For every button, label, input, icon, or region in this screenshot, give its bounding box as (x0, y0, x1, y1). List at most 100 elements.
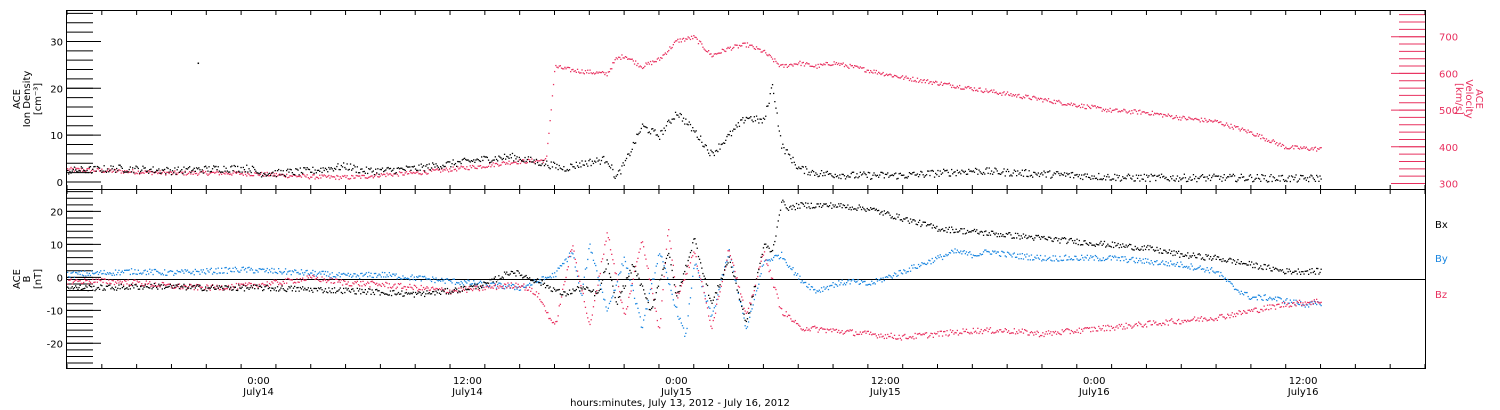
by-point (826, 285, 828, 288)
bz-point (1178, 318, 1180, 321)
velocity-point (390, 174, 393, 176)
by-point (1319, 303, 1321, 306)
bz-point (449, 289, 451, 291)
by-point (709, 307, 711, 309)
bz-point (703, 292, 705, 294)
bz-point (189, 283, 191, 285)
by-point (1094, 254, 1096, 257)
velocity-point (214, 172, 216, 174)
density-point (754, 120, 757, 122)
by-point (929, 260, 931, 262)
density-point (1029, 175, 1031, 177)
velocity-point (1282, 144, 1285, 147)
bz-point (312, 274, 314, 277)
velocity-point (909, 78, 912, 80)
bz-point (1000, 329, 1002, 331)
density-point (1239, 177, 1241, 179)
by-point (838, 280, 840, 282)
bz-point (369, 286, 371, 288)
bz-point (1010, 332, 1012, 334)
density-point (1262, 174, 1264, 177)
density-point (753, 116, 755, 118)
by-point (734, 279, 736, 281)
density-point (1185, 180, 1188, 183)
density-point (773, 92, 775, 95)
bz-point (606, 232, 608, 234)
velocity-point (1175, 115, 1177, 117)
density-point (94, 165, 96, 168)
by-point (1191, 265, 1193, 267)
bz-point (258, 283, 260, 286)
density-point (799, 167, 801, 170)
density-point (361, 168, 363, 170)
density-point (813, 171, 815, 173)
by-point (369, 275, 371, 277)
velocity-point (702, 46, 704, 48)
by-point (841, 279, 843, 281)
bx-point (176, 285, 178, 287)
bz-point (289, 279, 291, 281)
by-point (548, 276, 550, 279)
bz-point (168, 283, 170, 285)
density-point (815, 172, 817, 174)
velocity-point (105, 170, 108, 172)
velocity-point (752, 46, 754, 48)
velocity-point (1317, 148, 1319, 150)
by-point (276, 272, 279, 275)
density-point (298, 174, 300, 176)
by-point (921, 262, 923, 264)
velocity-point (949, 84, 952, 86)
density-point (144, 167, 146, 169)
bz-point (1144, 323, 1147, 325)
bz-point (173, 287, 175, 289)
by-point (1215, 271, 1217, 273)
density-point (615, 175, 617, 177)
density-point (582, 164, 584, 166)
velocity-point (1117, 111, 1119, 113)
velocity-point (183, 174, 185, 176)
bz-point (1090, 331, 1092, 333)
by-point (945, 253, 947, 256)
by-point (1063, 255, 1066, 257)
density-point (903, 174, 905, 176)
by-point (1310, 301, 1312, 303)
by-point (1300, 301, 1302, 303)
density-point (946, 169, 948, 171)
velocity-point (571, 69, 573, 71)
by-point (1115, 256, 1117, 258)
bz-point (145, 280, 147, 282)
bz-point (294, 281, 296, 283)
bz-point (810, 327, 812, 329)
density-point (1182, 177, 1184, 179)
density-point (1207, 178, 1209, 180)
bz-point (704, 298, 706, 300)
density-point (982, 171, 985, 174)
density-point (1027, 175, 1029, 178)
density-point (390, 170, 393, 172)
density-point (640, 127, 642, 130)
density-point (1173, 179, 1175, 181)
density-point (1166, 178, 1168, 181)
bz-point (1087, 327, 1090, 329)
tick-label: 20 (50, 207, 63, 218)
density-point (1290, 175, 1293, 177)
velocity-point (806, 62, 808, 64)
bx-point (92, 289, 94, 291)
bz-point (1110, 325, 1112, 327)
velocity-point (1062, 104, 1065, 106)
velocity-point (629, 58, 631, 60)
velocity-point (477, 165, 479, 167)
density-point (494, 156, 496, 158)
by-point (77, 273, 79, 275)
by-point (1142, 258, 1144, 260)
bz-point (1319, 302, 1321, 304)
by-point (437, 280, 439, 282)
density-point (695, 130, 697, 132)
density-point (989, 173, 992, 175)
density-point (1062, 174, 1065, 176)
velocity-point (743, 42, 745, 44)
by-point (1278, 296, 1280, 299)
by-point (1188, 266, 1190, 268)
bz-point (770, 277, 773, 279)
bz-point (709, 319, 711, 321)
